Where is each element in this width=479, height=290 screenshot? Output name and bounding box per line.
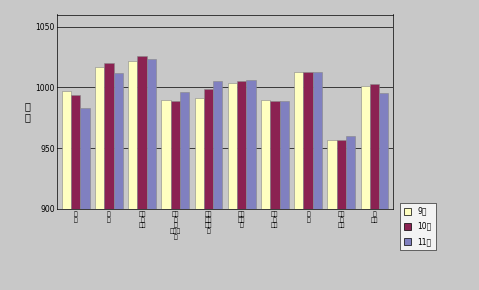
- Bar: [304, 72, 313, 290]
- Bar: [337, 139, 346, 290]
- Bar: [261, 99, 270, 290]
- Bar: [270, 101, 280, 290]
- Bar: [327, 139, 337, 290]
- Bar: [137, 56, 147, 290]
- Bar: [370, 84, 379, 290]
- Bar: [171, 101, 180, 290]
- Bar: [213, 81, 222, 290]
- Legend: 9月, 10月, 11月: 9月, 10月, 11月: [400, 203, 435, 250]
- Bar: [114, 73, 123, 290]
- Bar: [228, 82, 237, 290]
- Bar: [294, 72, 304, 290]
- Bar: [280, 101, 289, 290]
- Bar: [180, 92, 189, 290]
- Bar: [361, 86, 370, 290]
- Bar: [379, 93, 388, 290]
- Bar: [313, 72, 322, 290]
- Bar: [246, 80, 256, 290]
- Bar: [128, 61, 137, 290]
- Bar: [204, 88, 213, 290]
- Bar: [147, 59, 156, 290]
- Bar: [104, 63, 114, 290]
- Bar: [194, 98, 204, 290]
- Y-axis label: 指
数: 指 数: [24, 101, 30, 122]
- Bar: [161, 99, 171, 290]
- Bar: [237, 81, 246, 290]
- Bar: [62, 91, 71, 290]
- Bar: [346, 136, 355, 290]
- Bar: [95, 67, 104, 290]
- Bar: [71, 95, 80, 290]
- Bar: [80, 108, 90, 290]
